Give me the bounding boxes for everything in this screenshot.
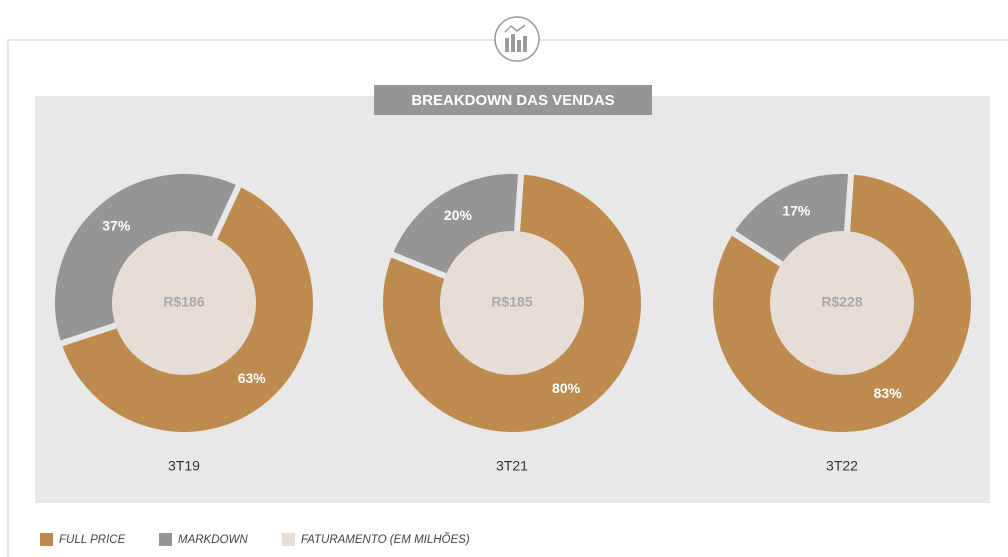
title-bar [374,85,652,115]
legend-swatch [159,533,172,546]
legend-label: MARKDOWN [178,534,248,546]
center-label: R$185 [491,294,532,310]
legend-label: FATURAMENTO (EM MILHÕES) [301,533,470,546]
value-label: 63% [238,370,267,386]
center-label: R$228 [821,294,862,310]
legend-label: FULL PRICE [59,534,126,546]
icon [494,16,540,62]
center-label: R$186 [163,294,204,310]
value-label: 17% [782,202,811,218]
period-label: 3T19 [168,458,200,474]
center [112,231,256,375]
value-label: 20% [444,207,473,223]
period-label: 3T22 [826,458,858,474]
legend-swatch [40,533,53,546]
value-label: 37% [102,217,131,233]
legend-swatch [282,533,295,546]
period-label: 3T21 [496,458,528,474]
value-label: 80% [552,380,581,396]
value-label: 83% [874,385,903,401]
frame [7,39,1008,557]
center [440,231,584,375]
center [770,231,914,375]
chart-title: BREAKDOWN DAS VENDAS [411,92,614,109]
